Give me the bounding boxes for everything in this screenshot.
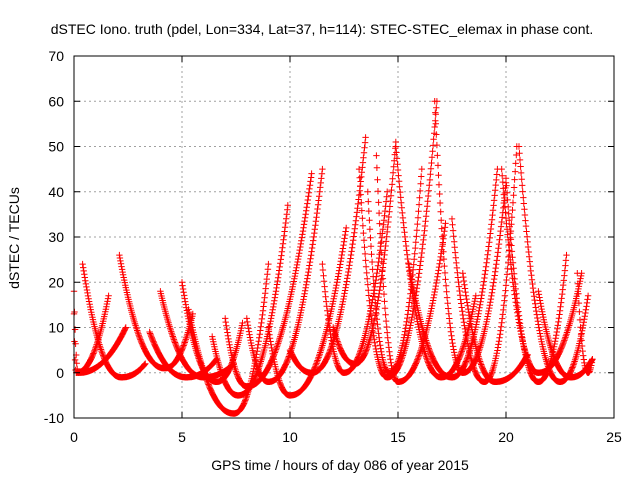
plus-markers — [574, 270, 596, 376]
y-tick-label: 10 — [48, 320, 64, 336]
y-axis-label: dSTEC / TECUs — [6, 187, 22, 289]
plus-markers — [243, 165, 326, 385]
satellite-arc — [515, 143, 592, 385]
y-tick-label: 40 — [48, 184, 64, 200]
x-tick-label: 0 — [70, 429, 78, 445]
satellite-arc — [364, 165, 425, 376]
plus-markers — [373, 152, 449, 385]
satellite-arc — [574, 270, 596, 376]
plus-markers — [209, 202, 291, 399]
y-tick-label: 0 — [56, 365, 64, 381]
plus-markers — [431, 98, 510, 376]
plus-markers — [459, 270, 531, 385]
satellite-arc — [431, 98, 510, 376]
y-tick-label: 50 — [48, 139, 64, 155]
x-tick-label: 5 — [178, 429, 186, 445]
satellite-arc — [79, 260, 149, 381]
satellite-arc — [243, 165, 326, 385]
x-axis-label: GPS time / hours of day 086 of year 2015 — [211, 457, 469, 473]
satellite-arc — [222, 170, 315, 390]
x-tick-label: 15 — [390, 429, 406, 445]
y-tick-label: 30 — [48, 229, 64, 245]
satellite-arc — [459, 270, 531, 385]
x-tick-label: 25 — [606, 429, 622, 445]
satellite-arc — [146, 328, 220, 381]
x-tick-label: 10 — [282, 429, 298, 445]
plus-markers — [79, 260, 149, 381]
plus-markers — [146, 328, 220, 381]
plus-markers — [222, 170, 315, 390]
y-tick-label: 60 — [48, 93, 64, 109]
satellite-arc — [373, 152, 449, 385]
y-tick-label: -10 — [44, 410, 64, 426]
x-tick-label: 20 — [498, 429, 514, 445]
y-tick-label: 20 — [48, 274, 64, 290]
satellite-arc — [209, 202, 291, 399]
plus-markers — [364, 165, 425, 376]
plus-markers — [515, 143, 592, 385]
y-tick-label: 70 — [48, 48, 64, 64]
data-markers — [70, 98, 596, 417]
axis-ticks: 0 5 10 15 20 25 -10 0 10 20 30 40 50 60 70 — [44, 48, 622, 445]
chart-title: dSTEC Iono. truth (pdel, Lon=334, Lat=37… — [51, 21, 594, 37]
